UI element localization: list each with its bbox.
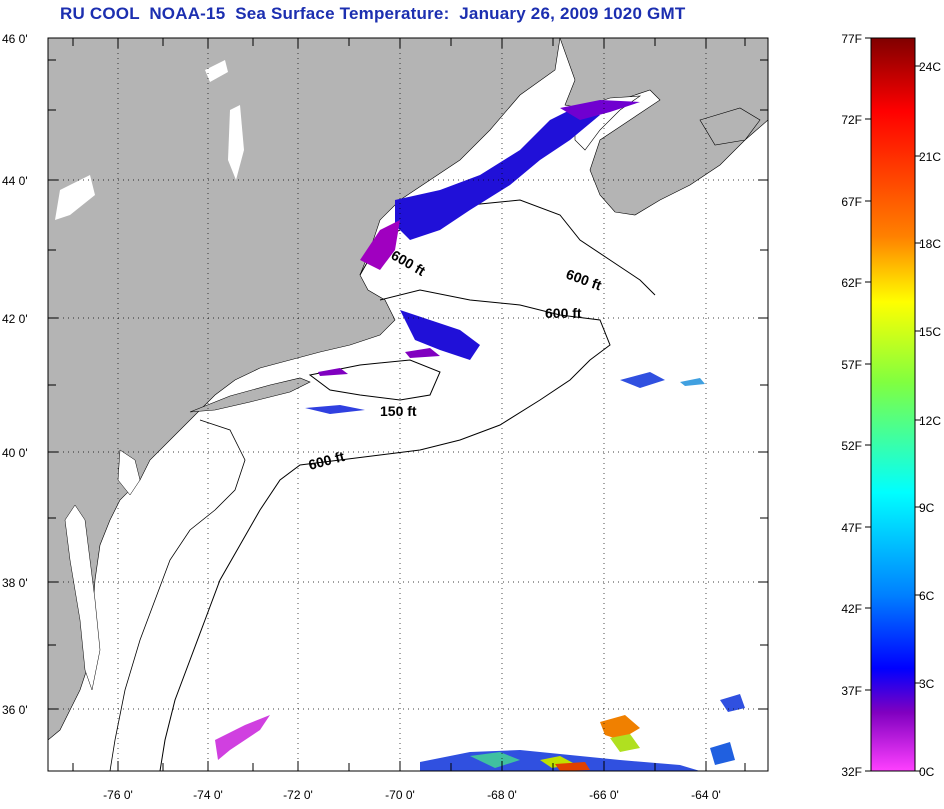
map-title: RU COOL NOAA-15 Sea Surface Temperature:… xyxy=(60,4,686,23)
lat-tick-label: 36 0' xyxy=(2,703,28,717)
delaware-bay xyxy=(117,449,141,496)
colorbar-c-label: 6C xyxy=(919,589,935,603)
lon-tick-label: -70 0' xyxy=(385,788,415,802)
colorbar-f-label: 57F xyxy=(841,358,862,372)
colorbar-c-label: 9C xyxy=(919,501,935,515)
lat-tick-label: 46 0' xyxy=(2,32,28,46)
lake xyxy=(55,175,95,220)
colorbar-c-label: 3C xyxy=(919,677,935,691)
contour-600ft-georges xyxy=(159,289,611,771)
contour-label: 150 ft xyxy=(380,403,417,419)
lat-tick-label: 44 0' xyxy=(2,174,28,188)
colorbar-f-label: 47F xyxy=(841,521,862,535)
lon-tick-label: -74 0' xyxy=(193,788,223,802)
lat-tick-label: 40 0' xyxy=(2,446,28,460)
lon-tick-label: -68 0' xyxy=(487,788,517,802)
cape-breton xyxy=(699,107,761,146)
lon-tick-label: -66 0' xyxy=(589,788,619,802)
colorbar-c-label: 21C xyxy=(919,150,941,164)
lat-tick-label: 42 0' xyxy=(2,312,28,326)
colorbar-f-label: 52F xyxy=(841,439,862,453)
colorbar-f-label: 32F xyxy=(841,765,862,779)
colorbar-c-label: 24C xyxy=(919,60,941,74)
lon-tick-label: -72 0' xyxy=(283,788,313,802)
colorbar-c-label: 0C xyxy=(919,765,935,779)
colorbar-f-label: 42F xyxy=(841,602,862,616)
sst-swath-south xyxy=(215,694,745,771)
contour-150ft xyxy=(308,359,441,401)
colorbar-f-label: 67F xyxy=(841,195,862,209)
frame-ticks xyxy=(48,38,768,771)
sst-swath-gulf-of-maine xyxy=(305,100,705,414)
colorbar-ticks xyxy=(865,37,921,772)
colorbar-c-label: 15C xyxy=(919,325,941,339)
colorbar-f-label: 37F xyxy=(841,684,862,698)
colorbar-f-label: 72F xyxy=(841,113,862,127)
graticule xyxy=(48,38,768,771)
chesapeake-bay xyxy=(64,504,101,691)
lake xyxy=(228,105,244,180)
lat-tick-label: 38 0' xyxy=(2,576,28,590)
lake xyxy=(205,60,228,82)
lon-tick-label: -76 0' xyxy=(103,788,133,802)
plot-frame xyxy=(47,37,769,772)
long-island xyxy=(189,377,311,413)
colorbar-c-label: 18C xyxy=(919,237,941,251)
contour-label: 600 ft xyxy=(545,305,582,321)
colorbar-f-label: 62F xyxy=(841,276,862,290)
contour-150ft-shelf xyxy=(109,419,246,771)
colorbar-f-label: 77F xyxy=(841,32,862,46)
colorbar-c-label: 12C xyxy=(919,414,941,428)
colorbar xyxy=(870,37,916,772)
lon-tick-label: -64 0' xyxy=(691,788,721,802)
